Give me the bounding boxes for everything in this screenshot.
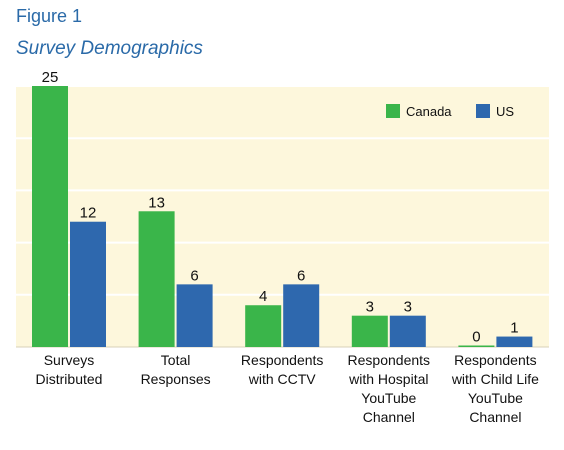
data-label: 25 [42,69,59,86]
bar-canada [458,345,495,347]
category-label: Surveys Distributed [14,351,124,389]
data-label: 6 [190,267,198,284]
figure-label: Figure 1 [16,6,83,26]
bar-us [496,336,533,347]
bar-canada [32,86,68,347]
category-label-line: with Child Life [451,371,539,387]
category-label: Respondents with Hospital YouTube Channel [334,351,444,427]
chart-title: Survey Demographics [16,38,203,59]
data-label: 3 [404,299,412,316]
data-label: 12 [80,205,97,222]
category-label-line: with Hospital [349,371,429,387]
legend-label-us: US [496,104,514,119]
category-label: Respondents with Child Life YouTube Channel [440,351,550,427]
data-label: 6 [297,267,305,284]
category-label-line: Channel [469,409,522,425]
data-label: 1 [510,320,518,337]
legend-swatch-us [476,104,490,118]
bar-us [176,284,213,347]
legend-swatch-canada [386,104,400,118]
category-label-line: Respondents [347,352,431,368]
category-label: Total Responses [121,351,231,389]
data-label: 4 [259,288,267,305]
legend-label-canada: Canada [406,104,452,119]
category-label-line: with CCTV [248,371,316,387]
data-label: 13 [148,194,165,211]
category-label-line: Total [160,352,191,368]
category-label-line: YouTube [467,390,523,406]
data-label: 0 [472,329,480,346]
category-label-line: YouTube [361,390,417,406]
data-label: 3 [366,299,374,316]
bar-us [70,221,106,347]
bar-us [389,315,426,347]
bar-canada [351,315,388,347]
bar-canada [245,305,282,347]
category-label-line: Surveys [43,352,95,368]
category-label-line: Distributed [35,371,103,387]
category-label: Respondents with CCTV [227,351,337,389]
category-label-line: Respondents [454,352,537,368]
bar-us [283,284,320,347]
category-label-line: Responses [140,371,211,387]
category-label-line: Respondents [240,352,324,368]
bar-canada [138,211,175,347]
category-label-line: Channel [362,409,415,425]
